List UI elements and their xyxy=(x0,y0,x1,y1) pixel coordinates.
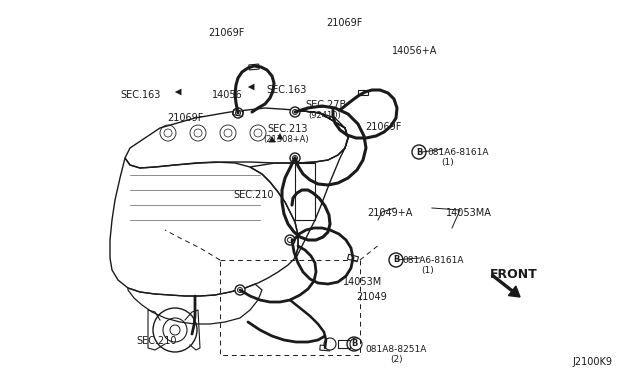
Circle shape xyxy=(324,338,336,350)
Text: 081A6-8161A: 081A6-8161A xyxy=(427,148,488,157)
Circle shape xyxy=(389,253,403,267)
Text: 14053M: 14053M xyxy=(343,277,382,287)
Text: SEC.27B: SEC.27B xyxy=(305,100,346,110)
Text: 21049+A: 21049+A xyxy=(367,208,412,218)
Text: B: B xyxy=(351,340,357,349)
Circle shape xyxy=(233,108,243,118)
Text: (1): (1) xyxy=(441,158,454,167)
Text: (92410): (92410) xyxy=(308,111,340,120)
Text: 14056+A: 14056+A xyxy=(392,46,437,56)
Text: B: B xyxy=(416,148,422,157)
Text: SEC.210: SEC.210 xyxy=(136,336,177,346)
Circle shape xyxy=(290,107,300,117)
Text: 21069F: 21069F xyxy=(365,122,401,132)
Text: 21069F: 21069F xyxy=(167,113,204,123)
Circle shape xyxy=(285,235,295,245)
Circle shape xyxy=(412,145,426,159)
Text: (1): (1) xyxy=(421,266,434,275)
Text: 14056: 14056 xyxy=(212,90,243,100)
Text: SEC.163: SEC.163 xyxy=(266,85,307,95)
Text: SEC.213: SEC.213 xyxy=(267,124,307,134)
Bar xyxy=(233,110,243,116)
Text: (21308+A): (21308+A) xyxy=(263,135,308,144)
FancyArrow shape xyxy=(492,274,520,297)
Text: 21069F: 21069F xyxy=(208,28,244,38)
Text: SEC.210: SEC.210 xyxy=(233,190,273,200)
Text: 081A8-8251A: 081A8-8251A xyxy=(365,345,426,354)
Bar xyxy=(338,340,350,348)
Text: 14053MA: 14053MA xyxy=(446,208,492,218)
Bar xyxy=(249,64,259,70)
Text: FRONT: FRONT xyxy=(490,268,538,281)
Circle shape xyxy=(235,285,245,295)
Text: (2): (2) xyxy=(390,355,403,364)
Text: 081A6-8161A: 081A6-8161A xyxy=(402,256,463,265)
Text: 21049: 21049 xyxy=(356,292,387,302)
Text: B: B xyxy=(393,256,399,264)
Circle shape xyxy=(350,338,362,350)
Text: SEC.163: SEC.163 xyxy=(120,90,161,100)
Bar xyxy=(348,254,358,262)
Bar xyxy=(320,345,330,351)
Circle shape xyxy=(290,153,300,163)
Bar xyxy=(358,90,368,94)
Text: 21069F: 21069F xyxy=(326,18,362,28)
Text: J2100K9: J2100K9 xyxy=(572,357,612,367)
Circle shape xyxy=(347,337,361,351)
